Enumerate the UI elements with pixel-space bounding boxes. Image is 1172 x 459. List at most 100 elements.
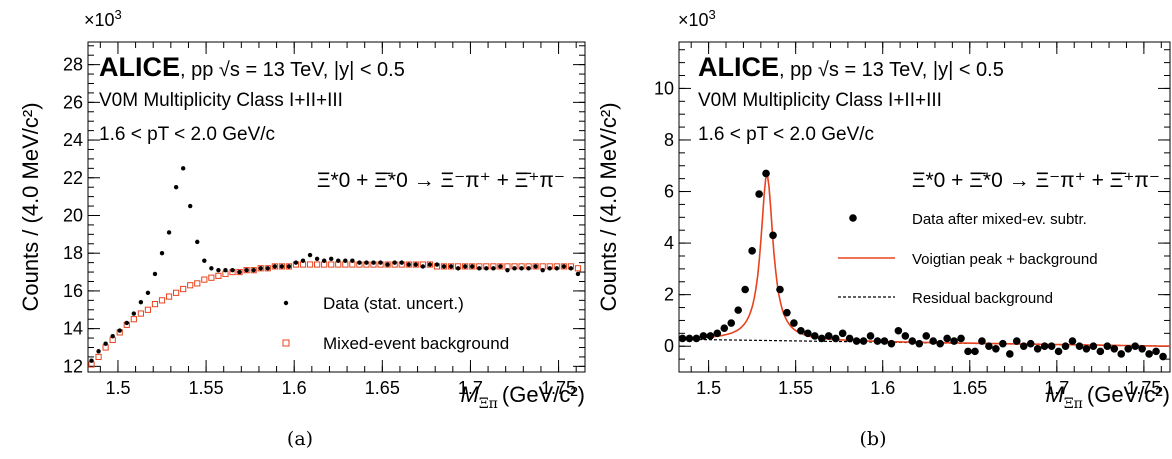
data-point bbox=[237, 269, 242, 275]
mixed-point bbox=[173, 289, 180, 296]
header-b: ALICE, pp √s = 13 TeV, |y| < 0.5 bbox=[698, 52, 1004, 82]
mixed-point bbox=[165, 293, 173, 300]
data-point bbox=[1012, 337, 1021, 345]
mixed-point bbox=[314, 261, 321, 268]
mixed-point bbox=[574, 265, 582, 272]
x-axis-label-a: MΞπ (GeV/c²) bbox=[460, 382, 585, 412]
y-tick-label: 4 bbox=[664, 233, 674, 253]
axes-a: 1.5 1.55 1.6 1.65 1.7 1.75 12 14 16 18 20 22 24 26 28 bbox=[63, 42, 585, 398]
data-point bbox=[448, 264, 454, 269]
data-point bbox=[230, 267, 235, 273]
legend-a: Data (stat. uncert.) Mixed-event backgro… bbox=[282, 294, 509, 353]
data-point bbox=[455, 266, 461, 271]
data-point bbox=[131, 311, 137, 316]
data-point bbox=[364, 260, 369, 265]
data-point bbox=[420, 264, 426, 269]
data-point bbox=[1131, 342, 1139, 351]
y-tick-label: 18 bbox=[63, 243, 83, 263]
data-point bbox=[117, 328, 122, 333]
data-point bbox=[790, 319, 798, 327]
data-point bbox=[279, 264, 285, 269]
data-point bbox=[824, 332, 833, 340]
mixed-point bbox=[447, 263, 455, 270]
data-point bbox=[1040, 342, 1049, 351]
data-point bbox=[300, 258, 306, 263]
legend-marker-mixed bbox=[282, 339, 290, 347]
data-point bbox=[769, 231, 777, 240]
data-point bbox=[265, 266, 270, 271]
data-point bbox=[866, 332, 875, 340]
mixed-point bbox=[271, 263, 278, 270]
mixed-point bbox=[215, 272, 222, 279]
data-point bbox=[1138, 344, 1146, 353]
panel-label-b: (b) bbox=[860, 428, 887, 450]
data-point bbox=[978, 337, 986, 345]
y-axis-label-b: Counts / (4.0 MeV/c²) bbox=[596, 102, 621, 311]
data-point bbox=[258, 266, 263, 271]
x-tick-label: 1.6 bbox=[870, 378, 895, 398]
mixed-point bbox=[180, 285, 187, 293]
mixed-point bbox=[187, 282, 194, 289]
data-point bbox=[685, 334, 694, 343]
mixed-point bbox=[412, 261, 419, 268]
data-point bbox=[852, 337, 861, 345]
legend-label-residual: Residual background bbox=[912, 290, 1053, 307]
data-point bbox=[1096, 347, 1105, 356]
data-point bbox=[498, 264, 503, 269]
data-point bbox=[202, 258, 207, 263]
data-point bbox=[985, 342, 993, 351]
mixed-point bbox=[306, 261, 314, 268]
y-tick-label: 26 bbox=[63, 92, 83, 112]
series-mixed-event-background bbox=[88, 261, 582, 368]
data-point bbox=[526, 266, 531, 271]
y-tick-label: 6 bbox=[664, 182, 674, 202]
data-point bbox=[762, 169, 770, 178]
data-point bbox=[706, 332, 715, 340]
panel-label-a: (a) bbox=[287, 428, 313, 450]
mixed-point bbox=[405, 261, 412, 268]
data-point bbox=[286, 264, 292, 269]
data-point bbox=[999, 339, 1007, 348]
data-point bbox=[223, 267, 228, 273]
data-point bbox=[887, 339, 896, 348]
mixed-point bbox=[236, 268, 243, 276]
data-point bbox=[343, 258, 348, 263]
data-point bbox=[727, 319, 736, 327]
data-point bbox=[797, 326, 805, 335]
mixed-point bbox=[130, 316, 137, 323]
data-point bbox=[272, 264, 278, 269]
legend-marker-data-subtracted bbox=[849, 214, 857, 222]
mixed-point bbox=[285, 263, 293, 270]
series-voigtian-fit bbox=[679, 172, 1171, 347]
y-tick-label: 10 bbox=[654, 78, 674, 98]
data-point bbox=[96, 349, 101, 354]
data-point bbox=[441, 264, 447, 269]
panel-b: 1.5 1.55 1.6 1.65 1.7 1.75 0 2 4 6 8 10 ×103 Counts… bbox=[596, 7, 1171, 450]
data-point bbox=[1124, 344, 1133, 353]
mixed-point bbox=[264, 265, 271, 272]
data-point bbox=[901, 332, 910, 340]
fit-curve bbox=[679, 172, 1171, 347]
mixed-point bbox=[250, 267, 257, 274]
data-point bbox=[880, 337, 889, 345]
legend-marker-data bbox=[283, 300, 289, 306]
data-point bbox=[491, 266, 496, 271]
data-point bbox=[1082, 344, 1091, 353]
data-point bbox=[89, 358, 94, 363]
mixed-point bbox=[497, 263, 504, 270]
decay-channel-a: Ξ*0 + Ξ̄*0 → Ξ⁻π⁺ + Ξ̄⁺π⁻ bbox=[317, 169, 565, 192]
data-point bbox=[392, 260, 397, 265]
legend-label-mixed: Mixed-event background bbox=[323, 334, 509, 353]
x-tick-label: 1.65 bbox=[365, 378, 400, 398]
y-tick-label: 24 bbox=[63, 130, 83, 150]
mixed-point bbox=[257, 265, 264, 272]
pt-range-b: 1.6 < pT < 2.0 GeV/c bbox=[698, 124, 874, 145]
data-point bbox=[561, 264, 567, 269]
mixed-point bbox=[532, 263, 539, 270]
data-point bbox=[138, 300, 144, 305]
data-point bbox=[713, 329, 722, 338]
data-point bbox=[748, 247, 756, 255]
legend-b: Data after mixed-ev. subtr. Voigtian pea… bbox=[838, 211, 1098, 307]
x-tick-label: 1.65 bbox=[952, 378, 987, 398]
data-point bbox=[929, 337, 938, 345]
